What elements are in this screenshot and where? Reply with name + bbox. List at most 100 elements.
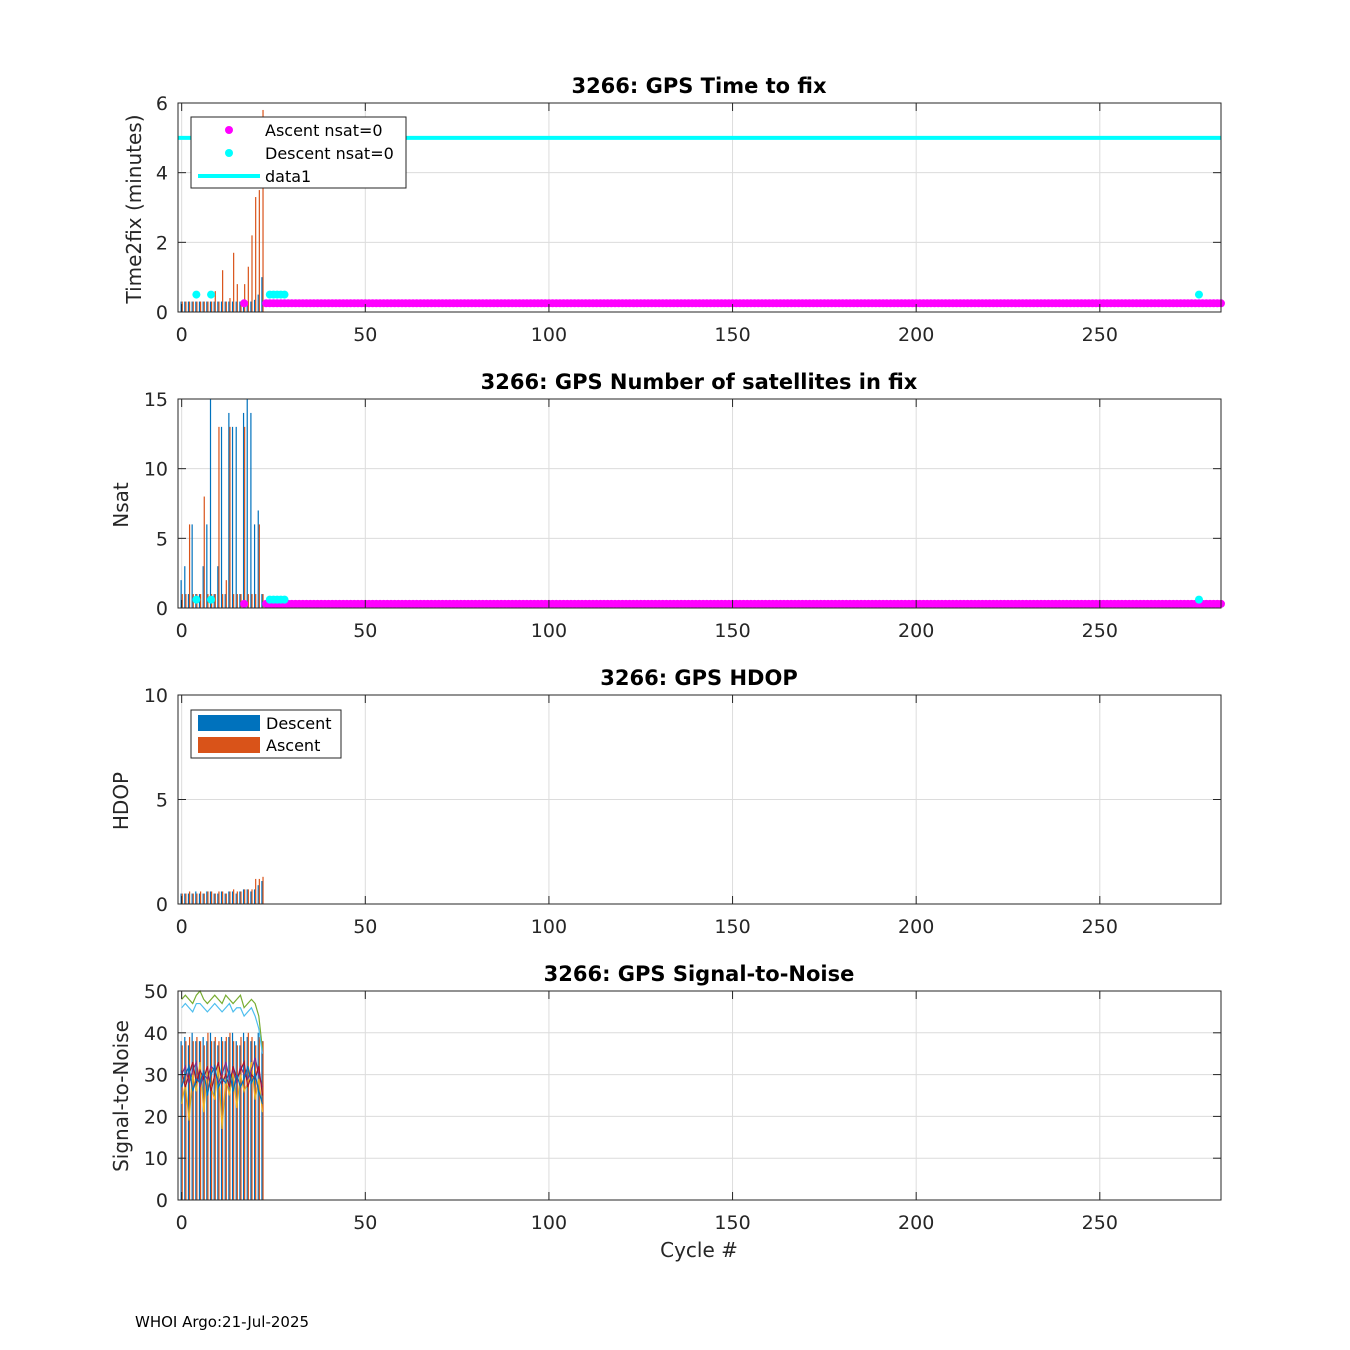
y-tick-label: 0: [156, 894, 168, 916]
bar-descent: [231, 891, 234, 904]
bar-ascent: [203, 893, 205, 904]
snr-ylabel: Signal-to-Noise: [109, 1020, 133, 1172]
bar-ascent: [218, 301, 220, 312]
time-to-fix-panel: 0 50 100 150 200 250 0 2 4 6 3266: GPS Time to fi…: [122, 74, 1225, 346]
bar-descent: [195, 1041, 197, 1200]
bar-ascent: [251, 1036, 253, 1200]
bar-descent: [228, 891, 230, 904]
legend-label-descent-nsat0: Descent nsat=0: [265, 144, 394, 163]
snr-line-4: [181, 1059, 264, 1096]
bar-ascent: [188, 301, 191, 312]
bar-ascent: [207, 1032, 209, 1200]
bar-ascent: [233, 594, 235, 608]
time-to-fix-legend: Ascent nsat=0 Descent nsat=0 data1: [190, 116, 407, 189]
bar-descent: [209, 1032, 212, 1200]
bar-descent: [180, 580, 182, 608]
bar-ascent: [225, 893, 227, 904]
bar-descent: [242, 1032, 245, 1200]
bar-descent: [228, 412, 230, 608]
bar-descent: [217, 1045, 219, 1200]
bar-descent: [217, 301, 219, 312]
bar-ascent: [236, 891, 238, 904]
bar-descent: [242, 889, 245, 904]
bar-descent: [206, 301, 208, 312]
bar-descent: [257, 885, 259, 904]
bar-descent: [206, 891, 208, 904]
point-descent-nsat0: [1194, 595, 1203, 604]
bar-descent: [191, 893, 193, 904]
bar-ascent: [262, 1041, 264, 1200]
bar-ascent: [225, 1036, 227, 1200]
bar-ascent: [211, 301, 213, 312]
bar-ascent: [236, 284, 238, 312]
bar-ascent: [188, 524, 191, 608]
bar-descent: [261, 594, 263, 608]
bar-ascent: [214, 893, 216, 904]
x-tick-label: 0: [176, 916, 188, 938]
bar-descent: [235, 1041, 237, 1200]
x-tick-label: 0: [176, 620, 188, 642]
legend-label-ascent-nsat0: Ascent nsat=0: [265, 121, 383, 140]
bar-ascent: [207, 301, 209, 312]
bar-ascent: [203, 496, 205, 608]
x-tick-label: 200: [898, 916, 934, 938]
legend-swatch-descent: [198, 715, 260, 731]
bar-descent: [213, 893, 215, 904]
y-tick-label: 2: [156, 232, 168, 254]
bar-descent: [250, 412, 252, 608]
bar-ascent: [251, 889, 253, 904]
x-tick-label: 0: [176, 1212, 188, 1234]
bar-ascent: [229, 426, 231, 608]
bar-ascent: [233, 889, 235, 904]
snr-line-1: [181, 1002, 264, 1054]
bar-ascent: [222, 594, 224, 608]
x-tick-label: 150: [714, 324, 750, 346]
bar-ascent: [258, 190, 260, 312]
bar-descent: [235, 893, 237, 904]
y-tick-label: 10: [144, 459, 168, 481]
bar-descent: [250, 891, 252, 904]
bar-descent: [187, 594, 190, 608]
bar-descent: [195, 891, 197, 904]
bar-descent: [235, 426, 237, 608]
bar-descent: [180, 893, 182, 904]
bar-descent: [257, 1032, 259, 1200]
bar-descent: [246, 889, 248, 904]
bar-descent: [191, 301, 193, 312]
bar-descent: [250, 301, 252, 312]
bar-ascent: [196, 1036, 198, 1200]
y-tick-label: 6: [156, 93, 168, 115]
bar-descent: [224, 1041, 226, 1200]
y-tick-label: 5: [156, 528, 168, 550]
bar-ascent: [255, 197, 257, 312]
bar-ascent: [233, 252, 235, 312]
hdop-legend: Descent Ascent: [190, 709, 342, 759]
marks-3: [180, 989, 264, 1200]
bar-ascent: [192, 893, 194, 904]
bar-ascent: [225, 301, 227, 312]
bar-descent: [191, 524, 193, 608]
bar-ascent: [229, 1032, 231, 1200]
bar-descent: [231, 426, 234, 608]
x-tick-label: 100: [531, 1212, 567, 1234]
bar-ascent: [247, 889, 249, 904]
nsat-panel: 0 50 100 150 200 250 0 5 10 15 3266: GPS Number o…: [109, 370, 1225, 642]
plot-area-2: [178, 694, 1221, 905]
bar-descent: [246, 399, 248, 608]
bar-ascent: [218, 426, 220, 608]
time-to-fix-ylabel: Time2fix (minutes): [122, 114, 146, 304]
footer-credit: WHOI Argo:21-Jul-2025: [135, 1313, 310, 1331]
bar-ascent: [244, 1041, 246, 1200]
plot-background: [178, 399, 1221, 608]
bar-ascent: [185, 594, 187, 608]
bar-ascent: [236, 1045, 238, 1200]
bar-ascent: [229, 298, 231, 312]
bar-descent: [250, 1041, 252, 1200]
bar-descent: [184, 301, 186, 312]
y-tick-label: 4: [156, 163, 168, 185]
bar-descent: [220, 891, 223, 904]
bar-descent: [184, 566, 186, 608]
bar-ascent: [181, 301, 183, 312]
y-tick-label: 15: [144, 389, 168, 411]
